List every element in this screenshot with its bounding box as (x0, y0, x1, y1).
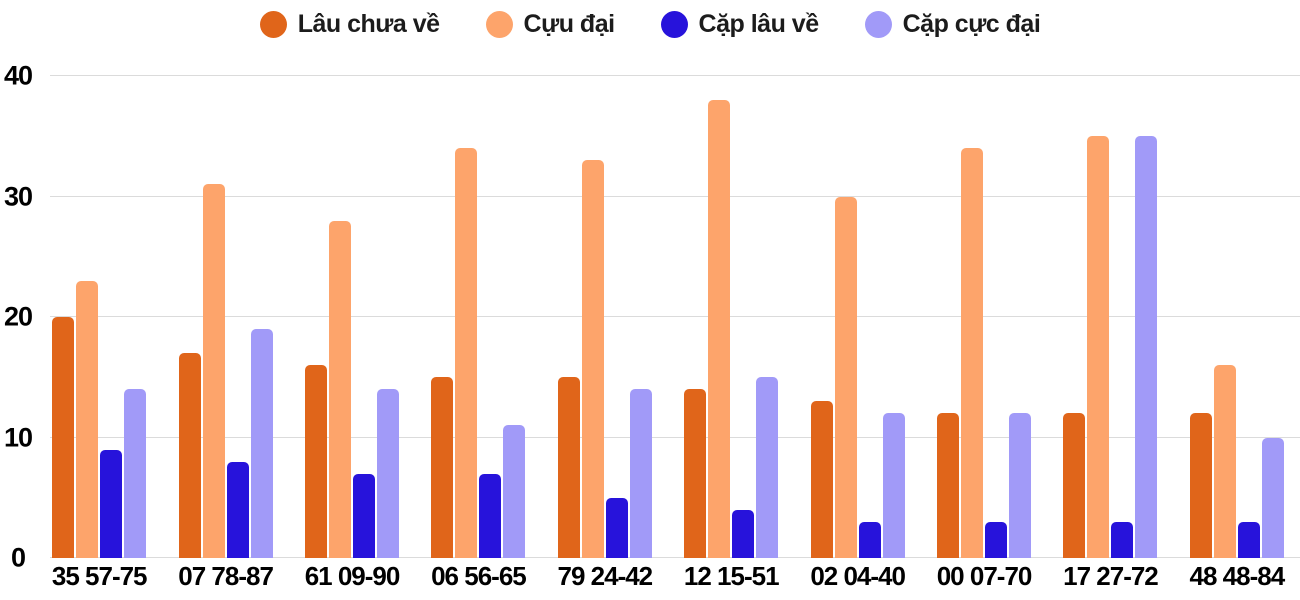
legend: Lâu chưa về Cựu đại Cặp lâu về Cặp cực đại (0, 6, 1300, 42)
legend-item-2[interactable]: Cựu đại (485, 9, 616, 39)
bar-series1-group2[interactable] (178, 353, 201, 558)
bar-series4-group7[interactable] (882, 413, 905, 558)
bar-group-1 (36, 76, 162, 558)
bar-series2-group2[interactable] (202, 184, 225, 558)
gridline (50, 436, 1300, 438)
legend-swatch-icon (485, 10, 513, 38)
bar-series3-group6[interactable] (732, 509, 755, 558)
bar-series2-group9[interactable] (1087, 136, 1110, 558)
bar-series1-group1[interactable] (52, 317, 75, 558)
legend-label: Cặp lâu về (698, 9, 820, 38)
legend-item-4[interactable]: Cặp cực đại (864, 9, 1041, 39)
y-tick-label: 10 (3, 422, 33, 452)
y-tick-label: 40 (3, 60, 33, 91)
bar-series2-group1[interactable] (76, 280, 99, 558)
bar-group-5 (542, 76, 668, 558)
x-axis-label: 00 07-70 (936, 561, 1033, 591)
gridline (50, 195, 1300, 197)
bar-series4-group5[interactable] (629, 389, 652, 558)
x-axis-label: 02 04-40 (810, 561, 906, 591)
bar-series4-group9[interactable] (1135, 136, 1158, 558)
bar-group-3 (289, 76, 415, 558)
y-tick-label: 20 (3, 301, 33, 332)
bar-series4-group10[interactable] (1261, 437, 1284, 558)
legend-label: Cựu đại (523, 9, 616, 38)
bar-groups (36, 76, 1300, 558)
bar-series3-group8[interactable] (985, 521, 1008, 558)
x-axis-label: 61 09-90 (304, 561, 401, 591)
bar-series2-group6[interactable] (708, 100, 731, 558)
legend-item-3[interactable]: Cặp lâu về (660, 9, 820, 39)
bar-series4-group4[interactable] (503, 425, 526, 558)
bar-series1-group9[interactable] (1063, 413, 1086, 558)
bar-series3-group2[interactable] (226, 461, 249, 558)
legend-label: Lâu chưa về (297, 9, 440, 38)
x-axis-label: 12 15-51 (683, 561, 780, 591)
bar-series2-group4[interactable] (455, 148, 478, 558)
legend-swatch-icon (660, 10, 688, 38)
bar-group-10 (1174, 76, 1300, 558)
bar-series1-group3[interactable] (305, 365, 328, 558)
bar-series4-group1[interactable] (124, 389, 147, 558)
bar-group-9 (1047, 76, 1173, 558)
bar-series1-group5[interactable] (557, 377, 580, 558)
bar-series2-group3[interactable] (329, 220, 352, 558)
bar-group-8 (921, 76, 1047, 558)
bar-group-6 (668, 76, 794, 558)
bar-series3-group7[interactable] (858, 521, 881, 558)
bar-series1-group6[interactable] (684, 389, 707, 558)
bar-series1-group8[interactable] (937, 413, 960, 558)
gridline (50, 75, 1300, 76)
gridline (50, 557, 1300, 558)
bar-series2-group5[interactable] (581, 160, 604, 558)
bar-series1-group7[interactable] (810, 401, 833, 558)
bar-group-4 (415, 76, 541, 558)
x-axis-label: 35 57-75 (51, 561, 148, 591)
y-tick-label: 0 (10, 542, 26, 573)
bar-series2-group7[interactable] (834, 196, 857, 558)
bar-group-2 (162, 76, 288, 558)
bar-series4-group6[interactable] (756, 377, 779, 558)
y-axis: 0 10 20 30 40 (0, 62, 36, 571)
x-axis-label: 07 78-87 (178, 561, 274, 591)
bar-series3-group10[interactable] (1237, 521, 1260, 558)
x-axis-label: 79 24-42 (557, 561, 654, 591)
bar-series1-group4[interactable] (431, 377, 454, 558)
bar-group-7 (794, 76, 920, 558)
gridline (50, 316, 1300, 317)
bar-series3-group3[interactable] (353, 473, 376, 558)
legend-item-1[interactable]: Lâu chưa về (259, 9, 440, 39)
x-axis-label: 06 56-65 (431, 561, 527, 591)
plot-area (36, 75, 1300, 558)
bar-series3-group1[interactable] (100, 449, 123, 558)
x-axis: 35 57-75 07 78-87 61 09-90 06 56-65 79 24-42… (36, 562, 1300, 591)
chart-body: 0 10 20 30 40 (0, 62, 1300, 571)
bar-series3-group9[interactable] (1111, 521, 1134, 558)
x-axis-label: 17 27-72 (1063, 561, 1159, 591)
legend-swatch-icon (864, 10, 892, 38)
bar-series2-group8[interactable] (961, 148, 984, 558)
y-tick-label: 30 (3, 181, 33, 211)
legend-label: Cặp cực đại (902, 9, 1041, 38)
bar-series1-group10[interactable] (1189, 413, 1212, 558)
bar-series2-group10[interactable] (1213, 365, 1236, 558)
bar-series4-group2[interactable] (250, 329, 273, 558)
legend-swatch-icon (259, 10, 287, 38)
bar-series4-group3[interactable] (377, 389, 400, 558)
x-axis-label: 48 48-84 (1189, 561, 1286, 591)
bar-series3-group5[interactable] (605, 497, 628, 558)
bar-series3-group4[interactable] (479, 473, 502, 558)
bar-series4-group8[interactable] (1009, 413, 1032, 558)
